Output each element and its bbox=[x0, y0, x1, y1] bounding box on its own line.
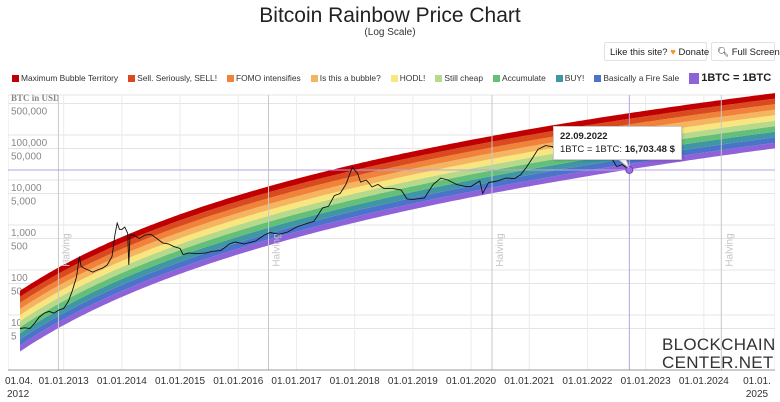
x-tick-label: 01.01.2023 bbox=[621, 376, 671, 387]
tooltip-value: 16,703.48 $ bbox=[624, 144, 675, 155]
y-tick-label: 50,000 bbox=[11, 152, 42, 163]
x-tick-label: 01.01.2018 bbox=[330, 376, 380, 387]
legend-swatch bbox=[689, 72, 700, 84]
legend-label: FOMO intensifies bbox=[236, 73, 301, 83]
chart-subtitle: (Log Scale) bbox=[364, 27, 416, 38]
halving-label: Halving bbox=[724, 233, 735, 266]
y-tick-label: 500,000 bbox=[11, 107, 48, 118]
halving-label: Halving bbox=[272, 233, 283, 266]
y-tick-label: 1,000 bbox=[11, 228, 36, 239]
legend-item[interactable]: HODL! bbox=[390, 73, 426, 83]
tooltip-date: 22.09.2022 bbox=[560, 131, 608, 142]
legend-label: 1BTC = 1BTC bbox=[701, 72, 772, 84]
legend-label: Sell. Seriously, SELL! bbox=[137, 73, 218, 83]
y-tick-label: 10,000 bbox=[11, 183, 42, 194]
logo-line2: CENTER.NET bbox=[662, 353, 774, 372]
legend-swatch bbox=[594, 74, 602, 82]
x-tick-label: 01.01.2014 bbox=[97, 376, 147, 387]
x-tick-label: 01.01.2020 bbox=[446, 376, 496, 387]
legend-item[interactable]: BUY! bbox=[555, 73, 585, 83]
legend-item[interactable]: Sell. Seriously, SELL! bbox=[128, 73, 217, 83]
legend-label: Maximum Bubble Territory bbox=[21, 73, 119, 83]
x-tick-label: 01.01.2019 bbox=[388, 376, 438, 387]
y-tick-label: 5,000 bbox=[11, 197, 36, 208]
tooltip: 22.09.2022 1BTC = 1BTC: 16,703.48 $ bbox=[553, 126, 682, 160]
legend-item[interactable]: FOMO intensifies bbox=[227, 73, 301, 83]
legend-swatch bbox=[435, 74, 443, 82]
legend-label: Basically a Fire Sale bbox=[603, 73, 680, 83]
legend-item[interactable]: Still cheap bbox=[435, 73, 483, 83]
price-line bbox=[19, 142, 630, 329]
legend-label: Accumulate bbox=[502, 73, 546, 83]
x-tick-label: 2025 bbox=[746, 389, 769, 400]
logo-line1: BLOCKCHAIN bbox=[662, 335, 776, 354]
legend-item[interactable]: Basically a Fire Sale bbox=[594, 73, 679, 83]
x-tick-label: 01.01.2013 bbox=[39, 376, 89, 387]
y-tick-label: 100 bbox=[11, 273, 28, 284]
legend-item[interactable]: Maximum Bubble Territory bbox=[12, 73, 118, 83]
legend-item[interactable]: Accumulate bbox=[493, 73, 546, 83]
x-tick-label: 01.01.2024 bbox=[679, 376, 729, 387]
x-tick-label: 01.01.2017 bbox=[271, 376, 321, 387]
plot-mask bbox=[0, 62, 8, 372]
x-tick-label: 01.01.2016 bbox=[213, 376, 263, 387]
legend-swatch bbox=[12, 74, 19, 82]
y-tick-label: 10 bbox=[11, 318, 23, 329]
tooltip-series: 1BTC = 1BTC: bbox=[560, 144, 623, 155]
y-tick-label: 500 bbox=[11, 242, 28, 253]
legend-swatch bbox=[493, 74, 500, 82]
plot-mask bbox=[775, 62, 780, 382]
donate-label: Donate bbox=[678, 47, 710, 58]
fullscreen-label: Full Screen bbox=[731, 47, 780, 58]
halving-label: Halving bbox=[61, 233, 72, 266]
legend-label: Still cheap bbox=[444, 73, 483, 83]
legend-swatch bbox=[227, 74, 235, 82]
x-tick-label: 01.01.2022 bbox=[562, 376, 612, 387]
x-tick-label: 01.01. bbox=[743, 376, 771, 387]
crosshair-point bbox=[625, 165, 634, 174]
heart-icon: ♥ bbox=[670, 47, 676, 58]
x-tick-label: 01.01.2015 bbox=[155, 376, 205, 387]
y-tick-label: 100,000 bbox=[11, 138, 48, 149]
legend-label: BUY! bbox=[564, 73, 585, 83]
donate-prefix: Like this site? bbox=[610, 47, 668, 58]
blockchaincenter-logo: BLOCKCHAIN CENTER.NET bbox=[662, 336, 776, 372]
chart-title: Bitcoin Rainbow Price Chart bbox=[259, 4, 521, 27]
legend-item[interactable]: 1BTC = 1BTC bbox=[689, 72, 771, 84]
x-tick-label: 01.01.2021 bbox=[504, 376, 554, 387]
magnifier-icon: 🔍︎ bbox=[717, 47, 730, 58]
legend-label: HODL! bbox=[399, 73, 426, 83]
halving-label: Halving bbox=[495, 233, 506, 266]
legend: Maximum Bubble Territory Sell. Seriously,… bbox=[12, 72, 780, 84]
fullscreen-button[interactable]: 🔍︎ Full Screen bbox=[711, 42, 780, 61]
legend-swatch bbox=[555, 74, 563, 82]
donate-button[interactable]: Like this site? ♥ Donate bbox=[604, 42, 710, 61]
y-tick-label: 50 bbox=[11, 287, 23, 298]
y-axis-label: BTC in USD bbox=[11, 93, 60, 103]
x-tick-label: 01.04. bbox=[5, 376, 33, 387]
legend-swatch bbox=[128, 74, 136, 82]
legend-swatch bbox=[310, 74, 318, 82]
legend-label: Is this a bubble? bbox=[319, 73, 381, 83]
legend-swatch bbox=[390, 74, 398, 82]
y-tick-label: 5 bbox=[11, 332, 17, 343]
legend-item[interactable]: Is this a bubble? bbox=[310, 73, 381, 83]
x-tick-label: 2012 bbox=[7, 389, 30, 400]
